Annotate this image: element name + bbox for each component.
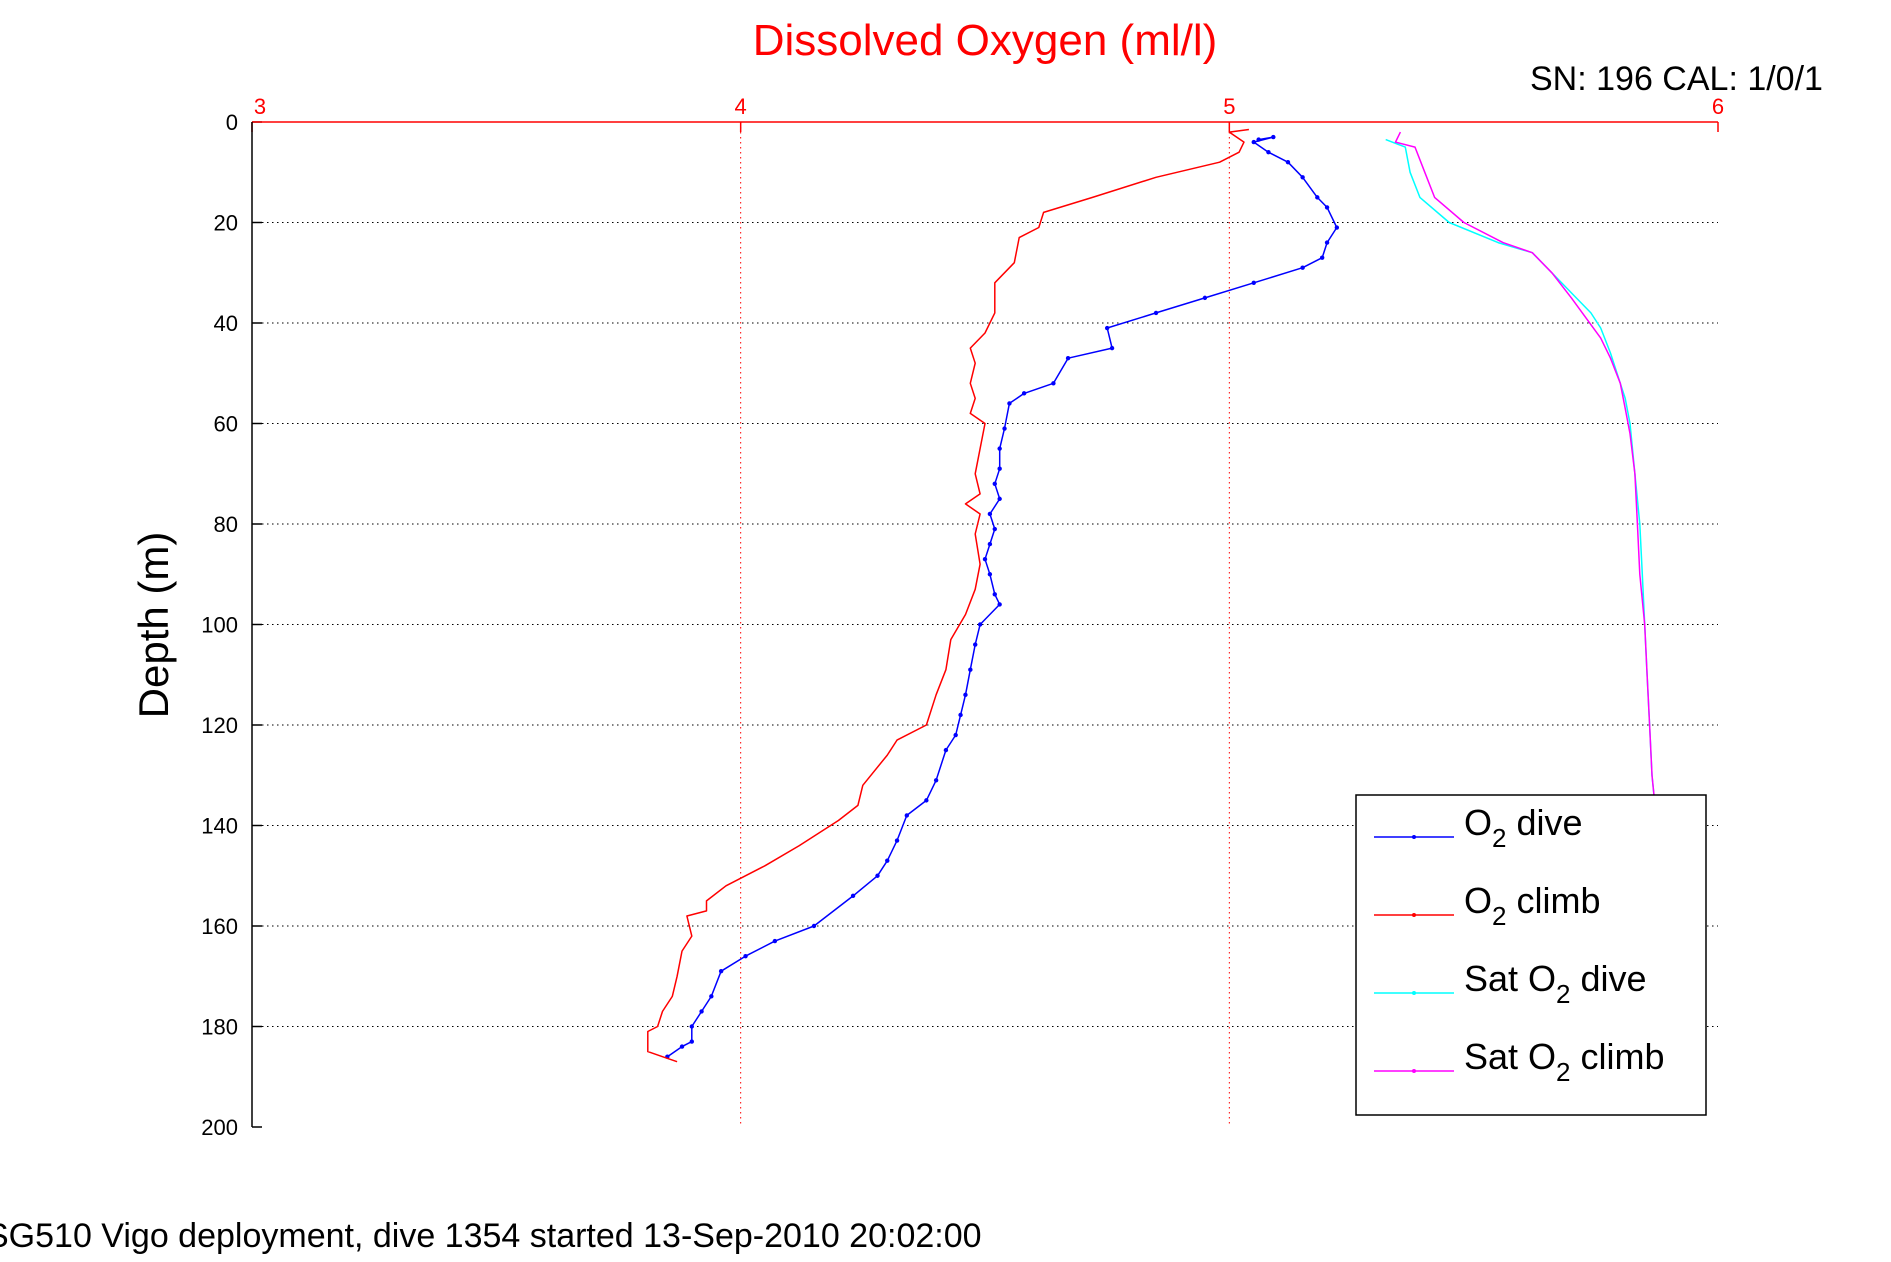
series-point	[924, 798, 929, 803]
series-point	[987, 572, 993, 577]
series-point	[987, 541, 993, 547]
y-tick-label: 140	[201, 814, 238, 839]
x-tick-label: 4	[735, 94, 747, 119]
legend-swatch-marker	[1412, 835, 1416, 839]
series-point	[709, 994, 714, 999]
series-point	[992, 592, 997, 597]
series-point	[997, 466, 1002, 471]
series-point	[1153, 310, 1159, 316]
series-point	[1109, 345, 1115, 351]
x-tick-label: 3	[254, 94, 266, 119]
series-line-2	[647, 128, 1249, 1063]
y-tick-label: 80	[214, 512, 238, 537]
y-tick-label: 120	[201, 713, 238, 738]
series-point	[850, 893, 856, 899]
y-tick-label: 100	[201, 613, 238, 638]
y-tick-label: 0	[226, 110, 238, 135]
series-point	[875, 873, 880, 878]
series-point	[1256, 137, 1261, 142]
series-point	[963, 692, 968, 698]
series-point	[1051, 381, 1056, 386]
legend-entry: Sat O2 climb	[1464, 1036, 1665, 1087]
series-point	[811, 923, 817, 929]
series-point	[977, 622, 983, 627]
legend-swatch-marker	[1412, 991, 1416, 995]
series-point	[699, 1009, 704, 1014]
series-point	[933, 778, 939, 783]
series-line-4	[1394, 131, 1656, 801]
series-point	[973, 642, 978, 647]
legend-swatch-marker	[1412, 1069, 1416, 1073]
series-point	[1021, 391, 1027, 396]
serial-info: SN: 196 CAL: 1/0/1	[1530, 60, 1823, 98]
series-point	[1334, 225, 1340, 230]
y-tick-label: 40	[214, 311, 238, 336]
series-point	[689, 1024, 694, 1029]
chart-title: Dissolved Oxygen (ml/l)	[753, 16, 1218, 65]
series-point	[987, 511, 993, 517]
series-line-3	[1385, 138, 1656, 801]
series-point	[997, 446, 1002, 451]
series-point	[718, 969, 724, 974]
x-tick-label: 5	[1223, 94, 1235, 119]
series-point	[968, 667, 973, 672]
y-axis-label: Depth (m)	[130, 532, 177, 719]
series-point	[1285, 160, 1291, 165]
series-point	[1251, 139, 1256, 145]
series-point	[953, 732, 958, 738]
legend-entry: O2 climb	[1464, 880, 1601, 931]
series-point	[1300, 265, 1305, 270]
x-tick-label: 6	[1712, 94, 1724, 119]
data-series	[647, 128, 1656, 1063]
legend: O2 dive O2 climb Sat O2 dive Sat O2 climb	[1355, 794, 1707, 1116]
legend-entry: O2 dive	[1464, 802, 1583, 853]
series-point	[1315, 195, 1320, 200]
series-point	[894, 838, 900, 843]
footer-caption: SG510 Vigo deployment, dive 1354 started…	[0, 1217, 982, 1255]
legend-box	[1355, 794, 1707, 1116]
axes	[251, 121, 1719, 1128]
series-point	[1002, 426, 1007, 431]
series-point	[904, 813, 910, 818]
series-point	[885, 858, 890, 863]
series-point	[1324, 240, 1330, 245]
series-point	[1202, 295, 1208, 301]
series-point	[1319, 255, 1325, 260]
series-point	[689, 1039, 694, 1044]
series-point	[772, 938, 778, 944]
series-point	[679, 1044, 685, 1049]
y-tick-label: 180	[201, 1015, 238, 1040]
series-point	[997, 496, 1002, 502]
series-point	[982, 556, 988, 562]
series-point	[1300, 175, 1305, 180]
series-point	[1266, 149, 1271, 155]
y-tick-label: 20	[214, 211, 238, 236]
series-point	[958, 712, 963, 718]
series-point	[992, 526, 997, 532]
y-tick-label: 200	[201, 1115, 238, 1140]
series-point	[1104, 325, 1110, 331]
y-tick-label: 60	[214, 412, 238, 437]
series-point	[992, 481, 997, 486]
series-point	[743, 953, 748, 959]
legend-entry: Sat O2 dive	[1464, 958, 1647, 1009]
series-point	[1251, 280, 1256, 285]
series-point	[1007, 401, 1012, 406]
legend-swatch-marker	[1412, 913, 1416, 917]
series-point	[1324, 205, 1330, 210]
series-point	[1065, 355, 1071, 361]
series-point	[943, 747, 949, 753]
y-tick-label: 160	[201, 914, 238, 939]
series-point	[997, 602, 1002, 607]
series-point	[1271, 134, 1276, 140]
